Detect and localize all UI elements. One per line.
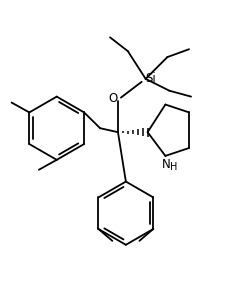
Text: O: O — [108, 92, 117, 105]
Text: H: H — [169, 162, 176, 172]
Text: N: N — [161, 158, 170, 171]
Text: Si: Si — [144, 72, 155, 85]
